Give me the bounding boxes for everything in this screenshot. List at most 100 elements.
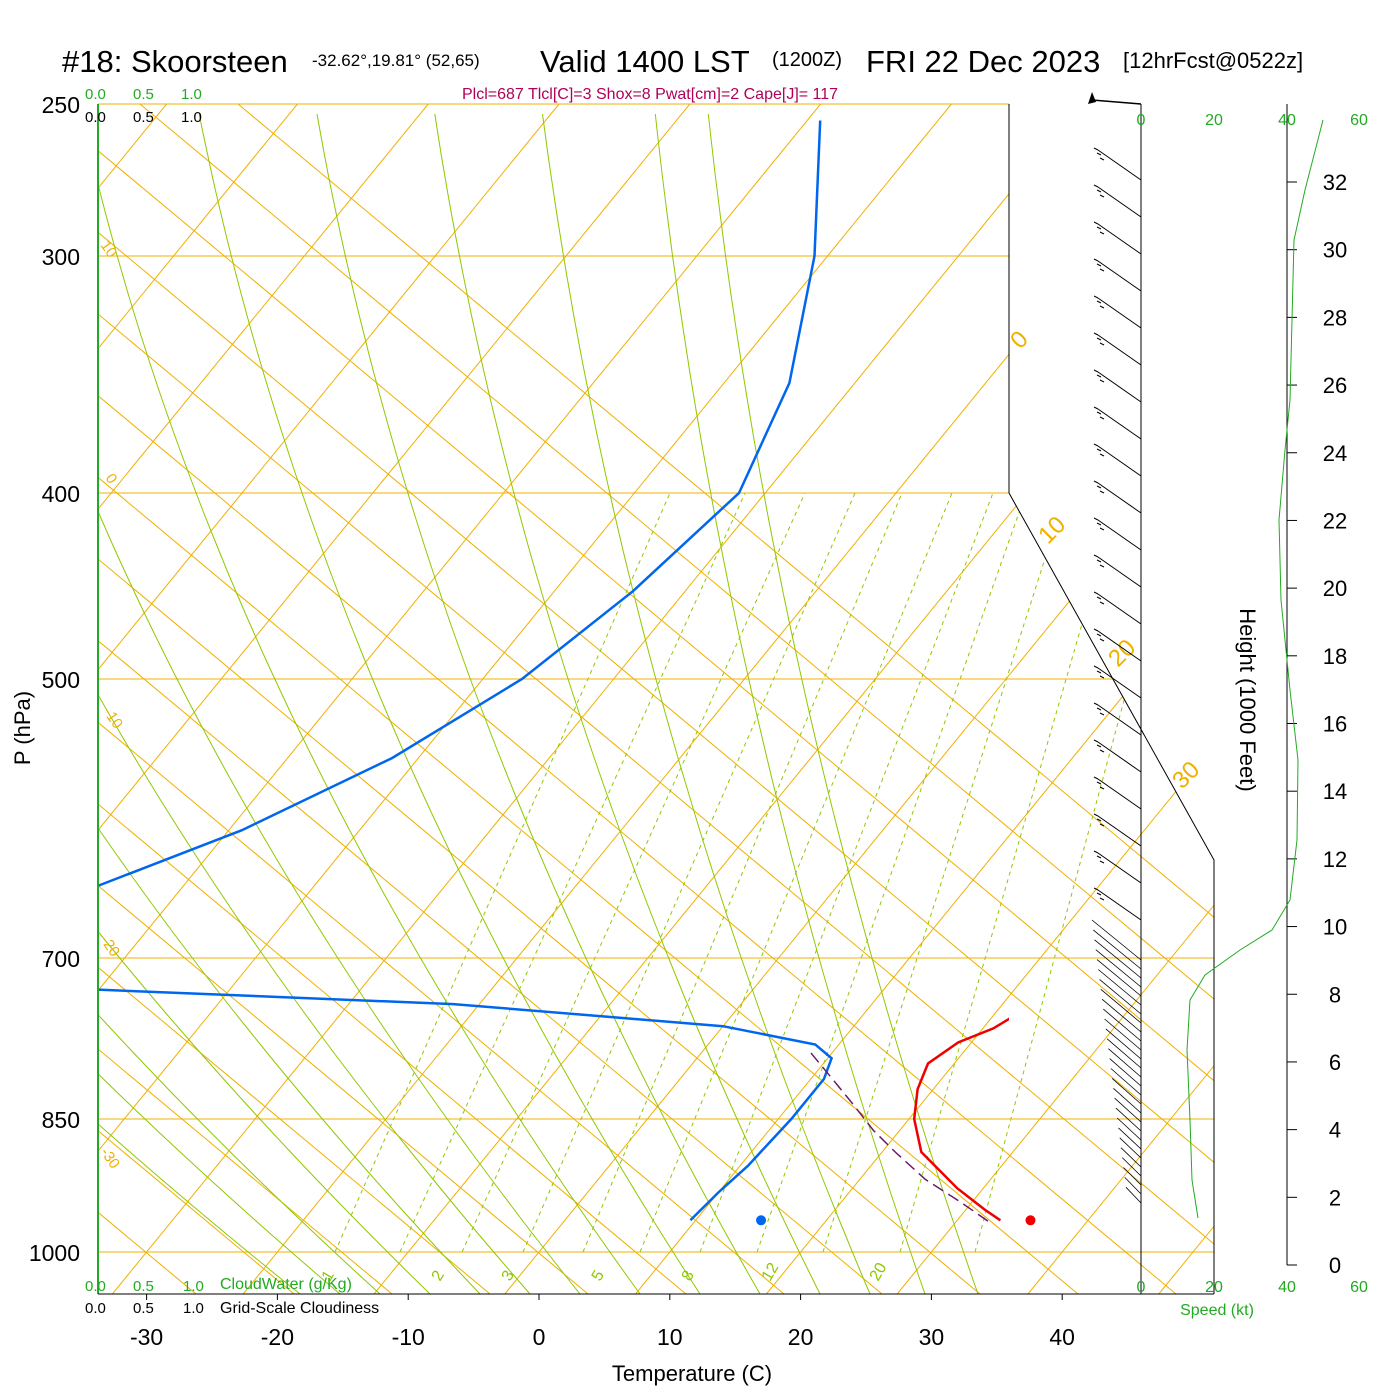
right-border-line (1008, 492, 1215, 1294)
wind-barb (1114, 1097, 1142, 1123)
wind-barb (1091, 919, 1142, 961)
wind-barb (1097, 778, 1142, 810)
wind-barb-flag (1093, 443, 1099, 447)
mixing-ratio-label: 20 (867, 1260, 891, 1284)
pressure-tick-label: 500 (42, 667, 80, 693)
wind-barb (1097, 815, 1142, 847)
height-tick-label: 0 (1329, 1253, 1341, 1278)
chart-series (98, 120, 1036, 1226)
wind-barb-flag (1096, 485, 1102, 489)
height-tick-label: 14 (1323, 779, 1347, 804)
height-tick-label: 18 (1323, 644, 1347, 669)
wind-barb-flag (1093, 295, 1099, 299)
isotherm-line (504, 104, 1214, 1294)
mixing-ratio-label: 5 (589, 1268, 608, 1284)
height-tick-label: 26 (1323, 373, 1347, 398)
wind-barb-flag (1093, 406, 1099, 410)
wind-speed-label: Speed (kt) (1180, 1302, 1254, 1319)
wind-barb (1098, 969, 1142, 1006)
x-tick-label: -20 (261, 1324, 294, 1350)
isotherm-label: -10 (100, 705, 126, 733)
adiabat-line (98, 104, 491, 1294)
adiabat-line (139, 104, 1214, 1294)
wind-barb (1097, 889, 1142, 921)
isotherm-line (1158, 104, 1214, 1294)
x-tick-label: -10 (392, 1324, 425, 1350)
wind-barb-flag (1093, 887, 1099, 891)
moist-adiabat-line (98, 113, 381, 1294)
wind-barb (1097, 260, 1142, 292)
moist-adiabat-line (654, 113, 926, 1294)
wind-barb-flag (1096, 707, 1102, 711)
cloudwater-tick: 0.5 (133, 1278, 154, 1295)
wind-barb (1113, 1088, 1142, 1114)
wind-speed-tick-top: 60 (1350, 112, 1368, 129)
zulu-time: (1200Z) (772, 49, 842, 71)
wind-barb (1097, 186, 1142, 218)
wind-barb-flag (1099, 860, 1105, 864)
forecast-info: [12hrFcst@0522z] (1123, 48, 1303, 73)
station-coords: -32.62°,19.81° (52,65) (312, 51, 480, 70)
isotherm-line (242, 104, 1214, 1294)
wind-barb (1094, 939, 1142, 979)
pressure-tick-label: 1000 (29, 1240, 80, 1266)
x-axis-title: Temperature (C) (612, 1361, 772, 1386)
isotherm-line (98, 104, 560, 1294)
surface-dewpoint-point (756, 1215, 767, 1226)
adiabat-line (237, 104, 1214, 1294)
wind-barb-flag (1099, 453, 1105, 457)
pressure-tick-label: 300 (42, 244, 80, 270)
adiabat-line (98, 104, 785, 1294)
wind-barb-flag (1096, 633, 1102, 637)
mixing-ratio-label: 12 (759, 1260, 783, 1284)
wind-barb (1111, 1078, 1142, 1105)
parcel-line (807, 1049, 989, 1222)
wind-barb-flag (1099, 823, 1105, 827)
wind-barb (1103, 1008, 1142, 1042)
height-tick-label: 2 (1329, 1185, 1341, 1210)
wind-barb-flag (1096, 226, 1102, 230)
moist-adiabat-line (198, 113, 701, 1294)
wind-barb-flag (1099, 490, 1105, 494)
wind-barb (1097, 630, 1142, 662)
wind-barb-flag (1093, 813, 1099, 817)
wind-barb-flag (1099, 268, 1105, 272)
wind-barb (1088, 92, 1096, 104)
isotherm-line (98, 104, 822, 1294)
wind-barb (1097, 149, 1142, 181)
wind-barb (1097, 482, 1142, 514)
isotherm-line (98, 104, 298, 1294)
adiabat-line (98, 104, 1079, 1294)
isotherm-line (111, 104, 1083, 1294)
adiabat-line (98, 104, 883, 1294)
wind-barb (1121, 1157, 1142, 1177)
wind-barb-flag (1093, 850, 1099, 854)
wind-barb (1101, 998, 1142, 1033)
cloudwater-label: CloudWater (g/Kg) (220, 1276, 352, 1293)
cloudiness-tick: 1.0 (183, 1300, 204, 1317)
wind-barb (1097, 371, 1142, 403)
isotherm-label: 20 (1103, 634, 1141, 672)
pressure-tick-label: 700 (42, 946, 80, 972)
wind-barb (1106, 1038, 1142, 1069)
wind-barb (1118, 1127, 1142, 1150)
wind-profile (1088, 92, 1324, 1294)
sounding-params: Plcl=687 Tlcl[C]=3 Shox=8 Pwat[cm]=2 Cap… (462, 86, 838, 103)
wind-barb (1108, 1048, 1142, 1078)
moist-adiabat-line (542, 113, 871, 1294)
height-tick-label: 10 (1323, 915, 1347, 940)
wind-speed-tick: 0 (1137, 1279, 1146, 1296)
moist-adiabat-line (707, 113, 979, 1294)
wind-barb (1100, 988, 1142, 1024)
mixing-ratio-line (756, 492, 1027, 1253)
wind-barb-flag (1099, 231, 1105, 235)
wind-barb (1097, 741, 1142, 773)
wind-barb-flag (1093, 665, 1099, 669)
wind-barb (1115, 1107, 1142, 1132)
wind-barb-flag (1093, 739, 1099, 743)
mixing-ratio-line (974, 492, 1181, 1253)
wind-barb (1119, 1137, 1142, 1159)
pressure-tick-label: 850 (42, 1107, 80, 1133)
adiabat-line (98, 104, 393, 1294)
